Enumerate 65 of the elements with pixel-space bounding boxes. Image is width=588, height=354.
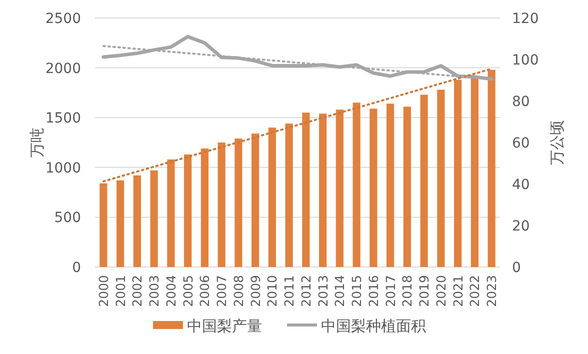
x-tick-label: 2020 [433,274,448,307]
y2-tick-label: 20 [512,218,530,234]
x-tick-label: 2019 [416,274,432,307]
y-tick-label: 0 [72,260,81,276]
x-tick-label: 2000 [96,274,111,307]
x-tick-label: 2013 [315,275,330,307]
bar [370,108,378,267]
x-tick-label: 2003 [146,275,162,307]
bar [437,90,445,267]
bar [454,80,462,267]
y-tick-label: 1000 [45,160,81,176]
bar [386,104,394,267]
y-tick-label: 2000 [45,60,81,77]
y2-axis-title: 万公顷 [548,120,566,165]
bar [184,154,192,267]
x-tick-label: 2006 [197,274,212,307]
bar [100,183,108,267]
bar [319,114,327,267]
bar [302,112,310,267]
bar [352,102,360,267]
bar [252,134,260,267]
bar [200,148,208,267]
x-tick-label: 2012 [298,275,314,307]
x-tick-label: 2018 [400,274,415,307]
x-tick-label: 2022 [467,275,482,307]
x-tick-label: 2007 [214,275,230,307]
y-tick-label: 1500 [45,110,81,127]
bar [150,170,158,267]
y-tick-label: 2500 [45,11,81,27]
y2-tick-label: 120 [512,11,539,27]
x-tick-label: 2001 [112,275,128,307]
x-tick-label: 2008 [230,274,246,307]
bar [167,159,175,267]
y2-tick-label: 60 [512,136,530,152]
bar [420,94,428,267]
x-tick-label: 2021 [450,275,466,307]
bar [234,138,242,267]
y2-tick-label: 40 [512,177,530,193]
legend-label: 中国梨产量 [187,317,262,335]
bar [133,175,141,267]
y-axis-title: 万吨 [28,128,46,158]
x-tick-label: 2017 [382,275,398,307]
y2-tick-label: 0 [512,260,521,276]
bar [336,110,344,267]
bar [116,180,124,267]
y2-tick-label: 80 [512,94,530,110]
bar [488,70,496,267]
x-tick-label: 2011 [282,275,297,307]
bar [470,76,478,267]
y-tick-label: 500 [54,210,81,226]
x-tick-label: 2016 [366,274,381,307]
y2-tick-label: 100 [512,52,539,68]
x-tick-label: 2004 [163,274,178,307]
x-tick-label: 2010 [264,274,280,307]
x-tick-label: 2014 [332,274,348,307]
x-tick-label: 2015 [349,275,364,307]
x-tick-label: 2009 [248,274,263,307]
bar [218,142,226,267]
legend-label: 中国梨种植面积 [321,317,426,335]
x-tick-label: 2002 [130,275,145,307]
x-tick-label: 2005 [180,275,196,307]
x-tick-label: 2023 [484,275,500,307]
bar [268,128,276,267]
bar [285,124,293,267]
bar [403,106,411,267]
